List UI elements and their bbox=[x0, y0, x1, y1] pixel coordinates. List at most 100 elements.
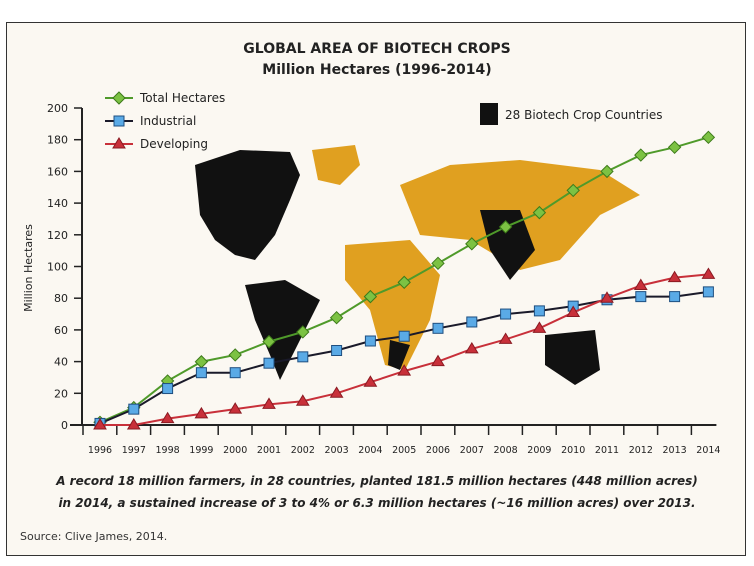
developing-point bbox=[701, 267, 716, 279]
total-hectares-point bbox=[566, 183, 580, 198]
map-africa bbox=[345, 240, 440, 370]
y-tick-label: 0 bbox=[61, 419, 68, 432]
industrial-point bbox=[398, 330, 410, 342]
source-note: Source: Clive James, 2014. bbox=[20, 530, 168, 543]
developing-point bbox=[566, 305, 581, 317]
series-layer bbox=[93, 130, 716, 430]
total-hectares-point bbox=[194, 355, 209, 369]
total-hectares-point bbox=[296, 325, 310, 339]
x-tick-label: 2007 bbox=[460, 445, 484, 456]
x-tick-label: 2013 bbox=[663, 445, 687, 456]
x-tick-label: 1998 bbox=[156, 445, 180, 456]
total-hectares-point bbox=[397, 275, 411, 290]
developing-point bbox=[600, 291, 614, 303]
y-tick-label: 60 bbox=[54, 324, 68, 337]
map-australia bbox=[545, 330, 600, 385]
industrial-point bbox=[263, 357, 275, 369]
map-legend-label: 28 Biotech Crop Countries bbox=[505, 108, 662, 122]
industrial-point bbox=[432, 322, 444, 334]
industrial-point bbox=[364, 335, 376, 347]
industrial-point bbox=[466, 316, 478, 328]
y-tick-label: 20 bbox=[54, 387, 68, 400]
developing-point bbox=[295, 394, 310, 406]
map-north-america bbox=[195, 150, 300, 260]
y-tick-label: 180 bbox=[47, 134, 68, 147]
x-tick-label: 2002 bbox=[291, 445, 315, 456]
legend-marker-industrial bbox=[113, 115, 125, 127]
x-tick-label: 2006 bbox=[426, 445, 450, 456]
industrial-point bbox=[128, 403, 140, 415]
total-hectares-point bbox=[363, 289, 378, 304]
industrial-point bbox=[669, 291, 681, 303]
x-tick-label: 1997 bbox=[122, 445, 146, 456]
y-tick-label: 140 bbox=[47, 197, 68, 210]
total-hectares-point bbox=[465, 237, 479, 251]
industrial-point bbox=[635, 291, 647, 303]
industrial-point bbox=[297, 351, 309, 363]
legend: Total Hectares Industrial Developing bbox=[105, 91, 225, 151]
map-greenland bbox=[312, 145, 360, 185]
x-tick-label: 1999 bbox=[189, 445, 213, 456]
legend-label-total-hectares: Total Hectares bbox=[139, 91, 225, 105]
y-tick-label: 200 bbox=[47, 102, 68, 115]
developing-point bbox=[397, 364, 412, 376]
map-south-africa bbox=[388, 340, 410, 370]
map-south-america bbox=[245, 280, 320, 380]
developing-point bbox=[329, 386, 344, 398]
industrial-point bbox=[533, 305, 545, 317]
developing-point bbox=[228, 402, 243, 414]
legend-label-industrial: Industrial bbox=[140, 114, 196, 128]
x-tick-label: 2000 bbox=[223, 445, 247, 456]
industrial-point bbox=[195, 367, 207, 379]
map-india-china bbox=[480, 210, 535, 280]
developing-point bbox=[431, 354, 445, 367]
y-tick-label: 100 bbox=[47, 261, 68, 274]
y-tick-label: 120 bbox=[47, 229, 68, 242]
x-tick-label: 2004 bbox=[358, 445, 382, 456]
x-tick-label: 2009 bbox=[527, 445, 551, 456]
total-hectares-point bbox=[600, 164, 614, 179]
developing-point bbox=[194, 406, 209, 419]
developing-point bbox=[363, 375, 378, 387]
axes: 0 20 40 60 80 100 120 140 160 180 200 1996 1997 1998 1… bbox=[47, 102, 720, 456]
developing-point bbox=[262, 397, 276, 409]
developing-point bbox=[464, 341, 479, 354]
total-hectares-point bbox=[329, 310, 344, 325]
x-tick-label: 2011 bbox=[595, 445, 619, 456]
legend-marker-developing bbox=[112, 137, 126, 149]
caption: A record 18 million farmers, in 28 count… bbox=[0, 470, 754, 514]
developing-point bbox=[498, 332, 513, 344]
x-tick-label: 2008 bbox=[494, 445, 518, 456]
total-hectares-point bbox=[667, 140, 682, 155]
total-hectares-point bbox=[701, 130, 716, 145]
total-hectares-point bbox=[498, 220, 513, 234]
chart-subtitle: Million Hectares (1996-2014) bbox=[262, 62, 491, 78]
industrial-point bbox=[500, 308, 512, 320]
developing-point bbox=[532, 321, 547, 333]
x-tick-label: 2001 bbox=[257, 445, 281, 456]
y-tick-label: 40 bbox=[54, 356, 68, 369]
x-tick-label: 2012 bbox=[629, 445, 653, 456]
y-tick-label: 160 bbox=[47, 165, 68, 178]
y-axis-label: Million Hectares bbox=[22, 224, 35, 312]
industrial-point bbox=[702, 286, 714, 298]
total-hectares-point bbox=[532, 205, 547, 220]
world-map bbox=[195, 145, 640, 385]
caption-line-1: A record 18 million farmers, in 28 count… bbox=[56, 474, 698, 488]
map-legend-swatch bbox=[480, 103, 498, 125]
developing-point bbox=[667, 270, 682, 283]
industrial-point bbox=[229, 367, 241, 379]
caption-line-2: in 2014, a sustained increase of 3 to 4%… bbox=[58, 496, 696, 510]
y-tick-label: 80 bbox=[54, 292, 68, 305]
x-tick-label: 1996 bbox=[88, 445, 112, 456]
industrial-point bbox=[331, 345, 343, 357]
total-hectares-point bbox=[228, 348, 242, 362]
x-tick-label: 2003 bbox=[325, 445, 349, 456]
total-hectares-point bbox=[262, 334, 276, 349]
industrial-point bbox=[162, 383, 174, 395]
x-tick-label: 2014 bbox=[696, 445, 720, 456]
developing-point bbox=[93, 418, 107, 430]
x-tick-label: 2010 bbox=[561, 445, 585, 456]
legend-marker-total-hectares bbox=[112, 91, 126, 105]
